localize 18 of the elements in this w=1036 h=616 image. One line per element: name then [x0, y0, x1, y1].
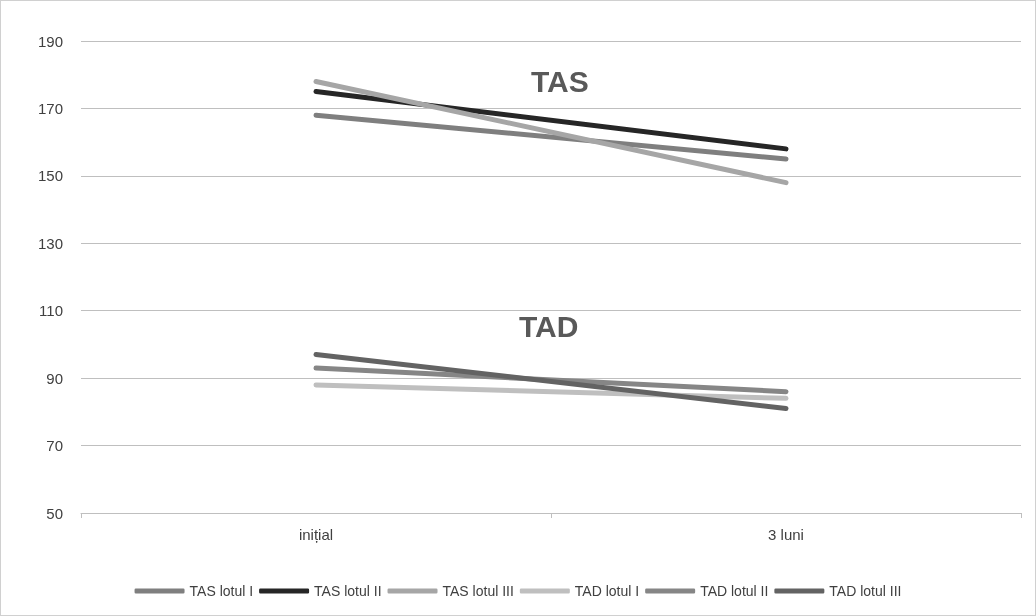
y-tick-label: 130 [37, 234, 63, 252]
legend-label: TAD lotul II [700, 583, 769, 599]
legend-label: TAS lotul II [314, 583, 382, 599]
y-tick-label: 110 [39, 302, 63, 320]
legend-label: TAD lotul III [829, 583, 902, 599]
annotation: TAS [531, 64, 589, 98]
x-tick-label: inițial [298, 526, 334, 543]
y-tick-label: 50 [46, 504, 63, 522]
y-tick-label: 90 [46, 369, 63, 387]
y-tick-label: 190 [37, 32, 63, 50]
legend-label: TAD lotul I [574, 583, 640, 599]
y-tick-label: 70 [46, 437, 63, 455]
y-tick-label: 170 [37, 99, 63, 117]
y-tick-label: 150 [37, 167, 63, 185]
legend-label: TAS lotul III [442, 583, 514, 599]
x-tick-label: 3 luni [768, 526, 804, 543]
annotation: TAD [519, 309, 579, 343]
legend-label: TAS lotul I [189, 583, 254, 599]
